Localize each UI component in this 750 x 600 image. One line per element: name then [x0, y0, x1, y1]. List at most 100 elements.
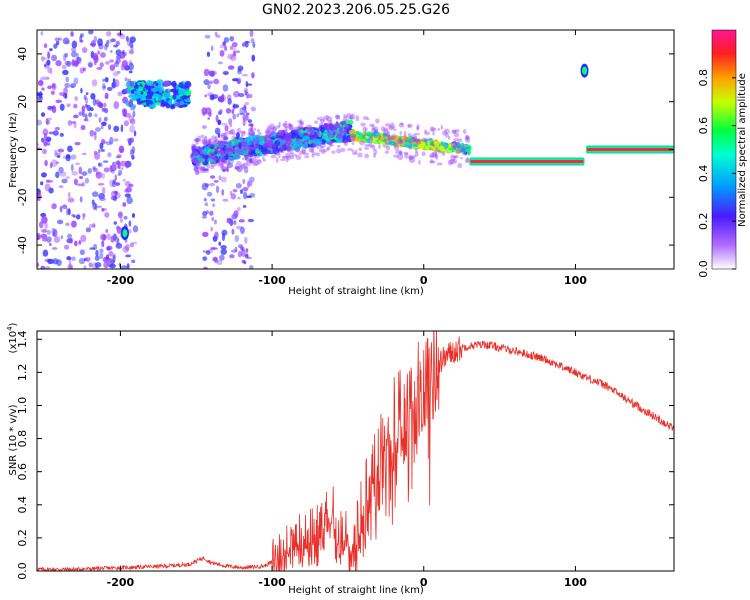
- spectrogram-pixel: [415, 138, 422, 145]
- spectrogram-pixel: [204, 146, 209, 151]
- spectrogram-pixel: [332, 132, 336, 136]
- spectrogram-y-tick-label: -40: [16, 236, 29, 254]
- spectrogram-pixel: [321, 148, 325, 155]
- spectrogram-pixel: [99, 251, 104, 260]
- spectrogram-pixel: [194, 161, 199, 164]
- spectrogram-pixel: [118, 145, 125, 154]
- spectrogram-pixel: [120, 167, 124, 170]
- spectrogram-pixel: [247, 119, 253, 123]
- spectrogram-pixel: [369, 144, 374, 149]
- spectrogram-pixel: [287, 147, 292, 151]
- spectrogram-pixel: [210, 175, 216, 179]
- spectrogram-pixel: [223, 139, 228, 145]
- spectrogram-pixel: [132, 225, 139, 233]
- spectrogram-pixel: [329, 132, 333, 137]
- spectrogram-pixel: [73, 77, 79, 85]
- spectrogram-pixel: [102, 140, 108, 144]
- spectrogram-pixel: [124, 180, 131, 187]
- spectrogram-pixel: [93, 132, 97, 141]
- spectrogram-pixel: [301, 149, 306, 155]
- spectrogram-pixel: [210, 45, 214, 52]
- spectrogram-pixel: [104, 212, 110, 218]
- spectrogram-pixel: [87, 61, 94, 68]
- spectrogram-x-tick-label: 0: [420, 274, 428, 287]
- spectrogram-pixel: [336, 144, 341, 148]
- snr-x-tick-label: 0: [420, 576, 428, 589]
- spectrogram-pixel: [226, 166, 229, 173]
- spectrogram-pixel: [81, 46, 88, 54]
- spectrogram-pixel: [415, 148, 418, 153]
- spectrogram-pixel: [63, 87, 68, 95]
- spectrogram-pixel: [229, 254, 235, 259]
- spectrogram-pixel: [51, 54, 58, 62]
- spectrogram-pixel: [226, 130, 232, 135]
- spectrogram-pixel: [215, 114, 219, 123]
- spectrogram-pixel: [51, 159, 58, 167]
- spectrogram-pixel: [296, 150, 299, 153]
- spectrogram-pixel: [118, 169, 123, 176]
- spectrogram-pixel: [260, 147, 268, 153]
- spectrogram-pixel: [288, 123, 292, 129]
- spectrogram-pixel: [398, 122, 405, 128]
- spectrogram-pixel: [270, 130, 275, 136]
- spectrogram-pixel: [110, 50, 113, 53]
- spectrogram-pixel: [278, 129, 284, 136]
- spectrogram-pixel: [222, 132, 228, 138]
- spectrogram-pixel: [37, 94, 43, 102]
- spectrogram-pixel: [373, 126, 379, 133]
- spectrogram-pixel: [362, 116, 369, 121]
- spectrogram-pixel: [276, 132, 282, 137]
- spectrogram-pixel: [214, 136, 218, 140]
- spectrogram-pixel: [88, 224, 93, 228]
- spectrogram-pixel: [106, 39, 110, 44]
- spectrogram-pixel: [227, 98, 232, 105]
- snr-x-tick-label: -100: [258, 576, 286, 589]
- spectrogram-pixel: [61, 204, 68, 210]
- spectrogram-pixel: [285, 152, 292, 159]
- spectrogram-pixel: [199, 155, 203, 159]
- spectrogram-pixel: [40, 212, 47, 218]
- spectrogram-pixel: [235, 183, 242, 189]
- spectrogram-pixel: [257, 132, 262, 136]
- spectrogram-pixel: [316, 143, 320, 150]
- spectrogram-pixel: [324, 114, 330, 121]
- spectrogram-pixel: [430, 143, 436, 147]
- spectrogram-pixel: [434, 154, 439, 160]
- spectrogram-pixel: [270, 154, 277, 159]
- spectrogram-pixel: [386, 131, 391, 137]
- spectrogram-pixel: [122, 178, 126, 182]
- spectrogram-pixel: [217, 163, 221, 167]
- spectrogram-pixel: [404, 152, 409, 159]
- spectrogram-pixel: [383, 138, 388, 143]
- spectrogram-pixel: [240, 146, 247, 152]
- spectrogram-pixel: [221, 134, 226, 140]
- spectrogram-pixel: [317, 116, 320, 121]
- spectrogram-pixel: [465, 135, 470, 140]
- spectrogram-pixel: [67, 233, 73, 239]
- spectrogram-pixel: [227, 152, 231, 157]
- spectrogram-pixel: [290, 131, 297, 139]
- spectrogram-pixel: [286, 138, 292, 144]
- spectrogram-pixel: [55, 60, 62, 67]
- spectrogram-pixel: [91, 223, 96, 228]
- spectrogram-pixel: [244, 236, 248, 244]
- spectrogram-pixel: [343, 114, 346, 118]
- spectrogram-pixel: [94, 152, 101, 160]
- spectrogram-pixel: [347, 124, 353, 128]
- spectrogram-pixel: [227, 151, 234, 156]
- spectrogram-pixel: [276, 131, 281, 137]
- spectrogram-pixel: [201, 149, 209, 153]
- spectrogram-pixel: [286, 155, 291, 161]
- spectrogram-pixel: [43, 43, 48, 49]
- spectrogram-pixel: [216, 259, 223, 265]
- spectrogram-pixel: [247, 218, 255, 223]
- spectrogram-x-tick-label: -200: [107, 274, 135, 287]
- spectrogram-pixel: [336, 133, 341, 140]
- spectrogram-pixel: [278, 146, 283, 151]
- spectrogram-pixel: [75, 162, 81, 166]
- spectrogram-pixel: [204, 135, 208, 144]
- spectrogram-pixel: [354, 137, 360, 142]
- spectrogram-pixel: [209, 159, 216, 165]
- spectrogram-pixel: [47, 51, 51, 60]
- spectrogram-x-tick-label: 100: [564, 274, 587, 287]
